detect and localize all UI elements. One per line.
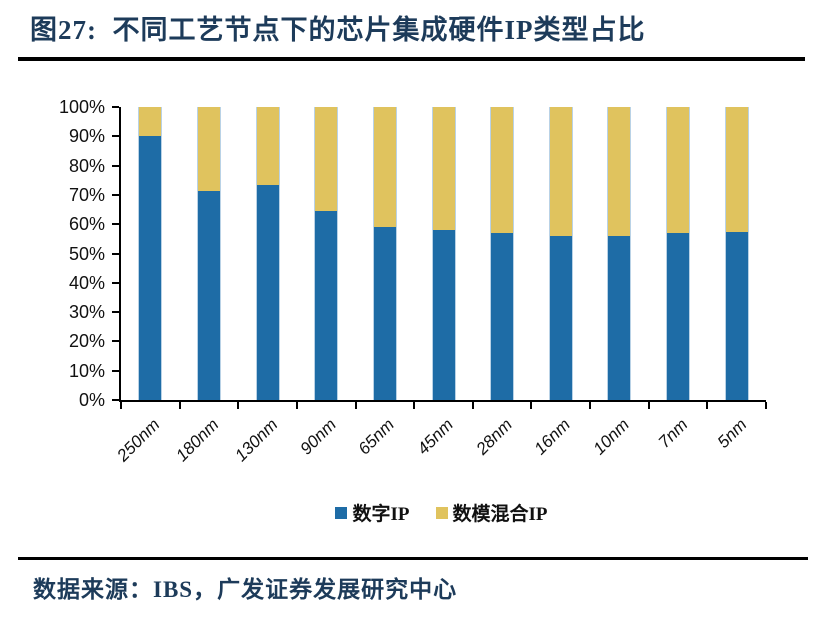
- stacked-bar: [607, 107, 632, 400]
- stacked-bar: [255, 107, 280, 400]
- bar-segment-digital-ip: [667, 232, 690, 400]
- x-axis-tick: [295, 402, 298, 409]
- y-axis-tick: [112, 399, 119, 401]
- legend-swatch-mixed-signal-ip: [435, 506, 448, 519]
- stacked-bar: [372, 107, 397, 400]
- bar-segment-mixed-signal-ip: [373, 107, 396, 228]
- legend: 数字IP 数模混合IP: [119, 499, 764, 526]
- x-axis-tick: [530, 402, 533, 409]
- y-axis-tick: [112, 252, 119, 255]
- y-axis-tick: [112, 135, 119, 138]
- y-axis-label: 90%: [68, 126, 105, 147]
- x-axis-tick: [354, 402, 357, 409]
- y-axis-label: 30%: [68, 302, 105, 323]
- stacked-bar: [490, 107, 515, 400]
- x-axis-tick: [471, 402, 474, 409]
- bar-segment-digital-ip: [491, 232, 514, 400]
- y-axis-tick: [112, 223, 119, 226]
- bar-segment-digital-ip: [197, 190, 220, 400]
- y-axis-label: 0%: [78, 390, 105, 410]
- x-axis-label: 16nm: [530, 415, 575, 459]
- y-axis-tick: [112, 193, 119, 196]
- bar-segment-mixed-signal-ip: [491, 107, 514, 233]
- x-axis-label: 180nm: [172, 415, 223, 466]
- y-axis-label: 20%: [68, 331, 105, 352]
- x-axis-label: 5nm: [713, 415, 751, 452]
- y-axis-label: 80%: [68, 155, 105, 176]
- x-axis-label: 10nm: [589, 415, 633, 459]
- bar-segment-digital-ip: [139, 136, 162, 400]
- y-axis-label: 60%: [68, 214, 105, 235]
- y-axis-tick: [112, 106, 119, 108]
- y-axis-label: 100%: [58, 97, 105, 117]
- x-axis-label: 250nm: [113, 415, 164, 466]
- bar-segment-digital-ip: [549, 235, 572, 400]
- bar-segment-mixed-signal-ip: [725, 107, 748, 232]
- stacked-bar: [724, 107, 749, 400]
- bar-segment-digital-ip: [432, 230, 455, 400]
- legend-swatch-digital-ip: [335, 506, 348, 519]
- y-axis-label: 10%: [68, 360, 105, 381]
- plot-area: 100% 90% 80% 70% 60% 50% 40% 30% 20% 10% 0% 250nm 18…: [59, 97, 767, 465]
- y-axis-tick: [112, 281, 119, 284]
- x-axis-label: 130nm: [230, 415, 282, 466]
- x-axis-label: 65nm: [354, 415, 399, 459]
- bar-segment-mixed-signal-ip: [315, 107, 338, 211]
- stacked-bar: [431, 107, 456, 400]
- y-axis-tick: [112, 340, 119, 343]
- bar-segment-mixed-signal-ip: [549, 107, 572, 236]
- y-axis-label: 50%: [68, 243, 105, 264]
- x-axis-tick: [706, 402, 709, 409]
- stacked-bar: [314, 107, 339, 400]
- bar-segment-mixed-signal-ip: [256, 107, 279, 185]
- bar-segment-mixed-signal-ip: [608, 107, 631, 236]
- stacked-bar: [138, 107, 163, 400]
- legend-label-digital-ip: 数字IP: [352, 504, 410, 525]
- bar-segment-digital-ip: [315, 211, 338, 400]
- x-axis-tick: [178, 402, 181, 409]
- x-axis-tick: [120, 402, 122, 409]
- x-axis-tick: [589, 402, 592, 409]
- title-divider: [18, 57, 805, 61]
- stacked-bar: [196, 107, 221, 400]
- x-axis-label: 45nm: [413, 415, 457, 459]
- x-axis-label: 28nm: [472, 415, 516, 459]
- figure-title: 图27: 不同工艺节点下的芯片集成硬件IP类型占比: [30, 15, 646, 45]
- bar-segment-mixed-signal-ip: [667, 107, 690, 233]
- x-axis-tick: [765, 402, 767, 409]
- bar-segment-mixed-signal-ip: [197, 107, 220, 191]
- y-axis-label: 40%: [68, 272, 105, 293]
- x-axis-tick: [647, 402, 650, 409]
- bar-segment-digital-ip: [373, 227, 396, 400]
- y-axis-label: 70%: [68, 184, 105, 205]
- bar-segment-digital-ip: [256, 184, 279, 400]
- x-axis-label: 90nm: [296, 415, 340, 459]
- x-axis-tick: [237, 402, 240, 409]
- legend-label-mixed-signal-ip: 数模混合IP: [452, 504, 548, 525]
- bar-segment-digital-ip: [725, 231, 748, 400]
- bar-segment-mixed-signal-ip: [139, 107, 162, 137]
- stacked-bar: [666, 107, 691, 400]
- stacked-bar: [548, 107, 573, 400]
- footer-divider: [18, 557, 808, 560]
- legend-item-digital: 数字IP: [335, 499, 410, 526]
- x-axis-label: 7nm: [654, 415, 692, 452]
- bar-segment-mixed-signal-ip: [432, 107, 455, 231]
- legend-item-mixed: 数模混合IP: [435, 499, 548, 526]
- y-axis-tick: [112, 164, 119, 167]
- data-source-text: 数据来源：IBS，广发证券发展研究中心: [33, 577, 458, 602]
- y-axis-tick: [112, 369, 119, 372]
- y-axis-tick: [112, 311, 119, 314]
- bar-segment-digital-ip: [608, 235, 631, 400]
- x-axis-tick: [413, 402, 416, 409]
